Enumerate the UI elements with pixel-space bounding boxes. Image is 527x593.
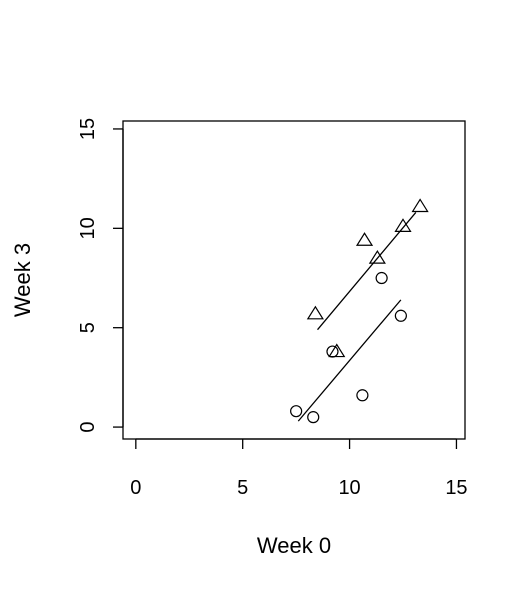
- circle-point: [375, 271, 388, 285]
- circle-fit-line: [297, 299, 402, 422]
- data-points: [290, 198, 429, 424]
- y-tick-label: 0: [77, 422, 99, 433]
- y-axis: 0 5 10 15: [77, 118, 124, 433]
- triangle-point: [394, 218, 412, 232]
- y-tick-label: 5: [77, 322, 99, 333]
- x-tick-label: 5: [237, 477, 248, 499]
- x-tick-label: 15: [445, 477, 467, 499]
- circle-point: [394, 309, 407, 322]
- x-tick-label: 10: [338, 477, 360, 499]
- x-axis-label: Week 0: [257, 533, 331, 558]
- triangle-point: [368, 250, 386, 264]
- x-tick-label: 0: [130, 477, 141, 499]
- triangle-point: [355, 232, 374, 246]
- x-axis: 0 5 10 15: [130, 438, 468, 499]
- triangle-point: [411, 198, 429, 213]
- plot-frame: [122, 120, 466, 440]
- triangle-fit-line: [317, 212, 417, 331]
- triangle-point: [328, 343, 346, 358]
- y-axis-label: Week 3: [10, 243, 35, 317]
- y-tick-label: 10: [77, 217, 99, 239]
- circle-point: [290, 405, 303, 418]
- circle-point: [356, 389, 369, 402]
- triangle-point: [306, 305, 324, 320]
- fit-lines: [297, 212, 417, 422]
- y-tick-label: 15: [77, 118, 99, 140]
- circle-point: [307, 411, 320, 424]
